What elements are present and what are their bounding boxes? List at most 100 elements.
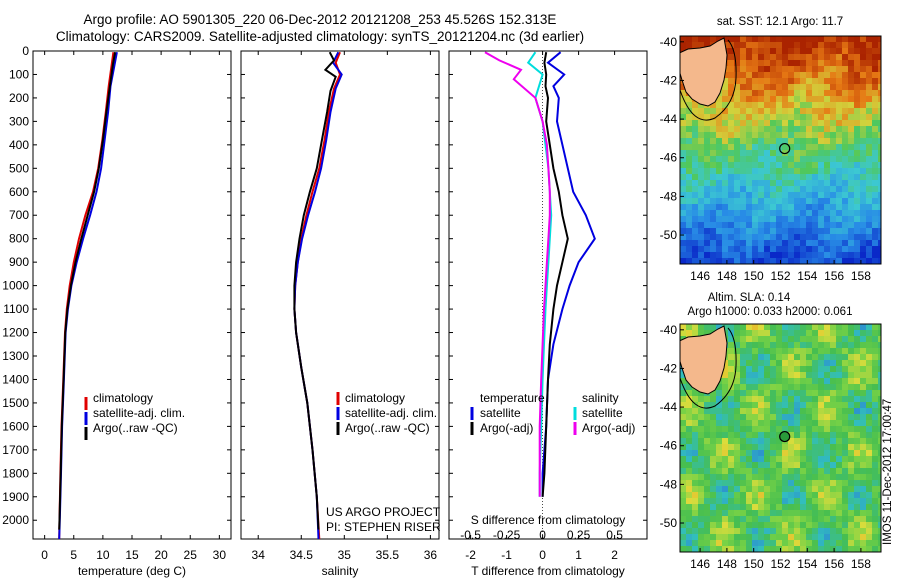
heatmap-cell (860, 492, 867, 499)
heatmap-cell (806, 438, 813, 445)
heatmap-cell (764, 126, 771, 133)
heatmap-cell (842, 510, 849, 517)
heatmap-cell (686, 444, 693, 451)
heatmap-cell (752, 210, 759, 217)
heatmap-cell (716, 456, 723, 463)
heatmap-cell (734, 456, 741, 463)
heatmap-cell (788, 114, 795, 121)
heatmap-cell (800, 246, 807, 253)
heatmap-cell (710, 180, 717, 187)
heatmap-cell (686, 228, 693, 235)
heatmap-cell (878, 222, 881, 229)
heatmap-cell (764, 234, 771, 241)
heatmap-cell (872, 372, 879, 379)
heatmap-cell (728, 240, 735, 247)
heatmap-cell (866, 102, 873, 109)
heatmap-cell (788, 126, 795, 133)
heatmap-cell (776, 384, 783, 391)
heatmap-cell (740, 150, 747, 157)
heatmap-cell (698, 138, 705, 145)
heatmap-cell (842, 372, 849, 379)
heatmap-cell (860, 234, 867, 241)
heatmap-cell (842, 450, 849, 457)
heatmap-cell (722, 186, 729, 193)
heatmap-cell (722, 144, 729, 151)
heatmap-cell (722, 258, 729, 264)
s-tick-label: -0.5 (460, 528, 481, 542)
heatmap-cell (686, 498, 693, 505)
heatmap-cell (866, 324, 873, 331)
heatmap-cell (770, 402, 777, 409)
heatmap-cell (782, 522, 789, 529)
heatmap-cell (842, 108, 849, 115)
heatmap-cell (788, 426, 795, 433)
heatmap-cell (770, 522, 777, 529)
heatmap-cell (806, 120, 813, 127)
heatmap-cell (794, 180, 801, 187)
heatmap-cell (704, 174, 711, 181)
salinity-plot-frame (240, 50, 440, 540)
heatmap-cell (740, 516, 747, 523)
heatmap-cell (800, 534, 807, 541)
heatmap-cell (722, 378, 729, 385)
heatmap-cell (860, 378, 867, 385)
heatmap-cell (848, 456, 855, 463)
heatmap-cell (704, 516, 711, 523)
heatmap-cell (722, 390, 729, 397)
heatmap-cell (836, 444, 843, 451)
heatmap-cell (824, 396, 831, 403)
heatmap-cell (740, 348, 747, 355)
heatmap-cell (848, 162, 855, 169)
heatmap-cell (806, 414, 813, 421)
heatmap-cell (866, 138, 873, 145)
heatmap-cell (812, 468, 819, 475)
heatmap-cell (848, 180, 855, 187)
heatmap-cell (728, 222, 735, 229)
heatmap-cell (680, 210, 687, 217)
heatmap-cell (806, 432, 813, 439)
heatmap-cell (680, 258, 687, 264)
heatmap-cell (716, 414, 723, 421)
heatmap-cell (770, 210, 777, 217)
heatmap-cell (794, 510, 801, 517)
heatmap-cell (806, 348, 813, 355)
heatmap-cell (722, 324, 729, 331)
heatmap-cell (752, 384, 759, 391)
heatmap-cell (746, 504, 753, 511)
heatmap-cell (698, 330, 705, 337)
heatmap-cell (710, 528, 717, 535)
heatmap-cell (740, 132, 747, 139)
heatmap-cell (848, 426, 855, 433)
heatmap-cell (818, 48, 825, 55)
heatmap-cell (680, 216, 687, 223)
heatmap-cell (758, 66, 765, 73)
heatmap-cell (716, 486, 723, 493)
heatmap-cell (734, 444, 741, 451)
heatmap-cell (692, 144, 699, 151)
heatmap-cell (860, 180, 867, 187)
heatmap-cell (854, 456, 861, 463)
heatmap-cell (866, 144, 873, 151)
heatmap-cell (878, 42, 881, 49)
heatmap-cell (752, 444, 759, 451)
heatmap-cell (698, 228, 705, 235)
heatmap-cell (794, 90, 801, 97)
heatmap-cell (680, 156, 687, 163)
heatmap-cell (830, 498, 837, 505)
heatmap-cell (734, 36, 741, 43)
heatmap-cell (836, 114, 843, 121)
heatmap-cell (818, 138, 825, 145)
heatmap-cell (734, 486, 741, 493)
heatmap-cell (770, 66, 777, 73)
heatmap-cell (734, 402, 741, 409)
heatmap-cell (740, 162, 747, 169)
heatmap-cell (848, 522, 855, 529)
heatmap-cell (698, 540, 705, 547)
heatmap-cell (698, 516, 705, 523)
heatmap-cell (800, 390, 807, 397)
heatmap-cell (752, 372, 759, 379)
legend-label-satellite: satellite-adj. clim. (345, 406, 437, 420)
heatmap-cell (872, 114, 879, 121)
heatmap-cell (752, 180, 759, 187)
heatmap-cell (866, 360, 873, 367)
